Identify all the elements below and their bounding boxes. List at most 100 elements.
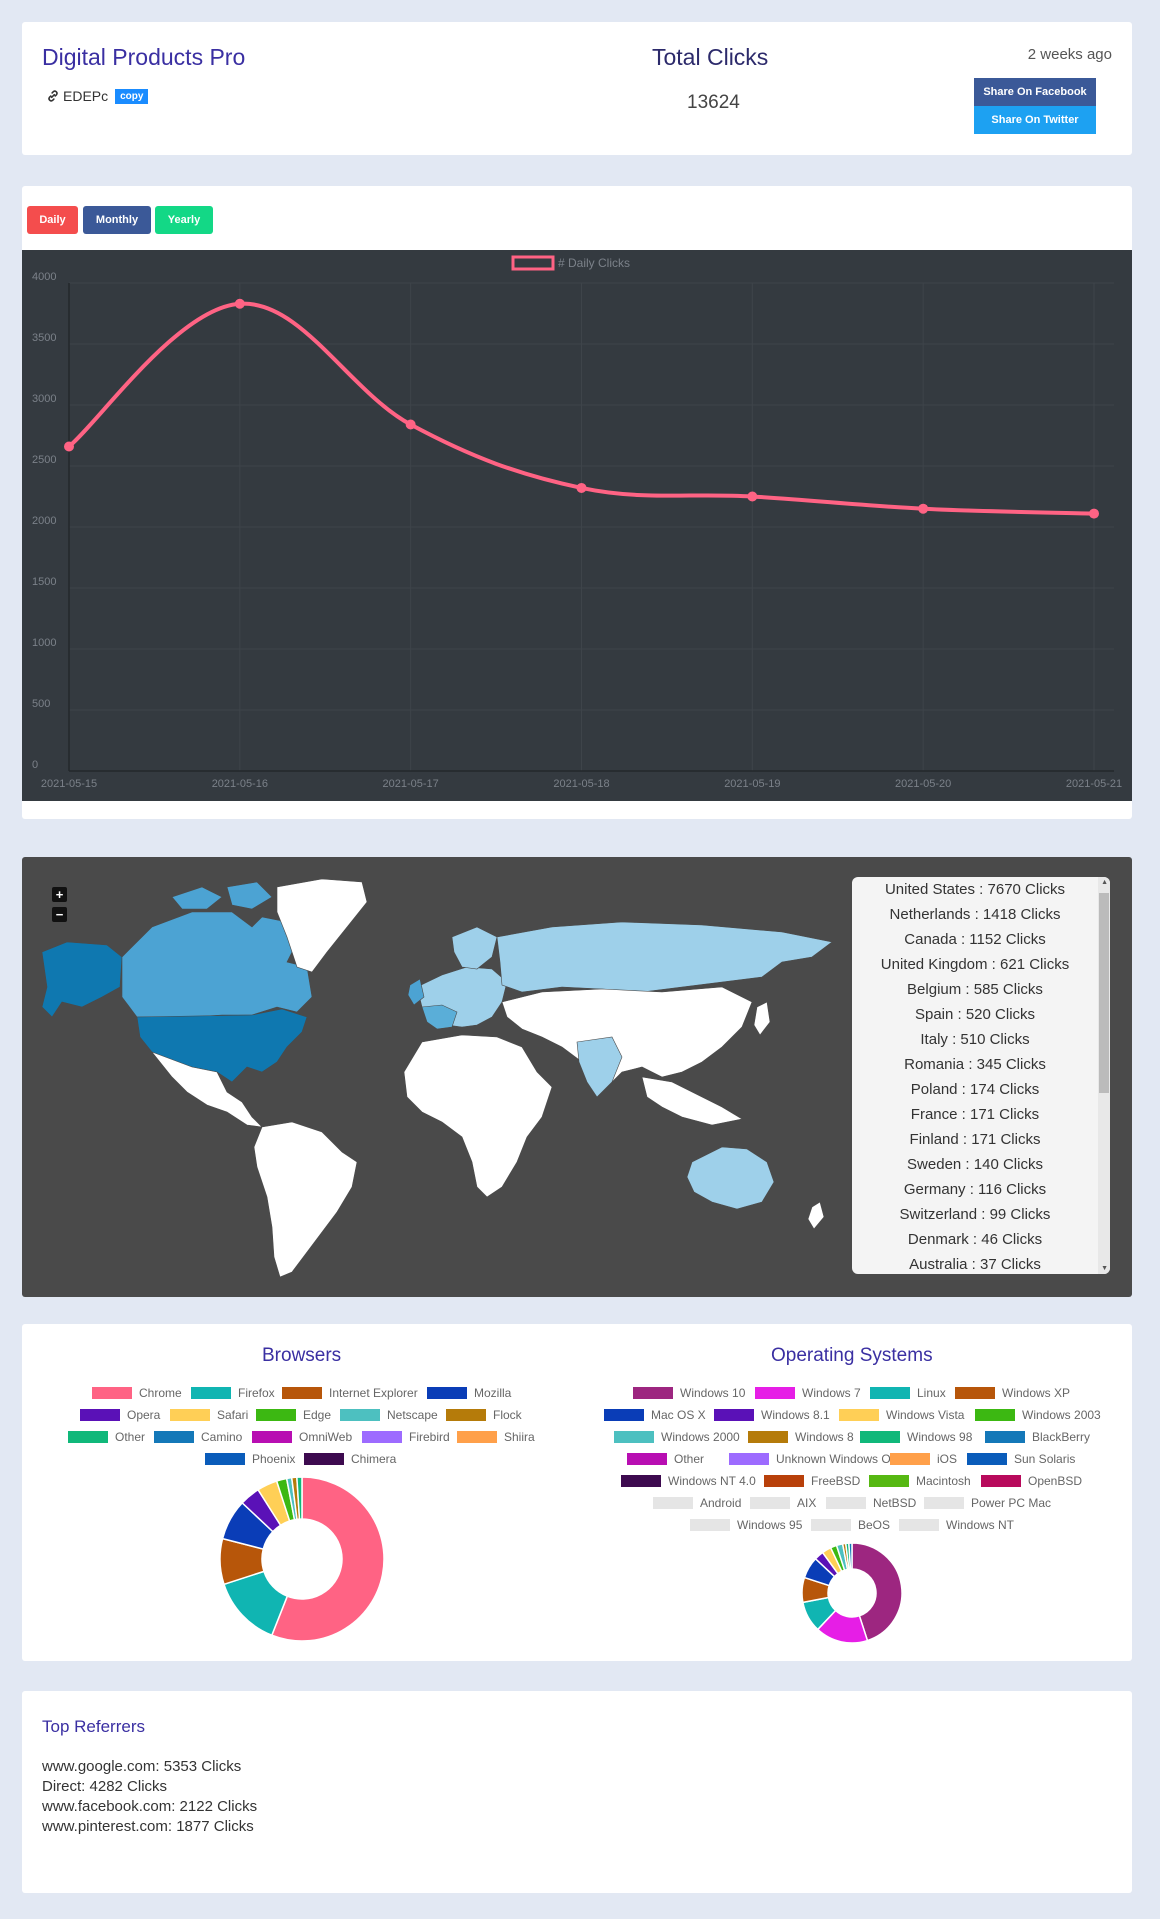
zoom-in-button[interactable]: + [52,887,67,902]
legend-item[interactable]: Unknown Windows OS [729,1452,899,1466]
legend-swatch [860,1431,900,1443]
legend-item[interactable]: Windows NT 4.0 [621,1474,756,1488]
legend-label: Firefox [238,1386,275,1400]
legend-item[interactable]: Other [68,1430,145,1444]
legend-swatch [68,1431,108,1443]
country-item: United Kingdom : 621 Clicks [880,956,1070,973]
legend-item[interactable]: Phoenix [205,1452,295,1466]
legend-label: Windows 8 [795,1430,854,1444]
legend-item[interactable]: Sun Solaris [967,1452,1075,1466]
chart-background [22,250,1132,801]
legend-label: Internet Explorer [329,1386,418,1400]
country-item: United States : 7670 Clicks [884,881,1066,898]
world-map-card: + − United States : 7670 Clicks Netherlan… [22,857,1132,1297]
legend-item[interactable]: Opera [80,1408,160,1422]
legend-item[interactable]: Windows 2000 [614,1430,740,1444]
legend-item[interactable]: Windows XP [955,1386,1070,1400]
legend-swatch [170,1409,210,1421]
legend-item[interactable]: Power PC Mac [924,1496,1051,1510]
country-clicks-panel[interactable]: United States : 7670 Clicks Netherlands :… [852,877,1110,1274]
browsers-title: Browsers [262,1345,342,1366]
short-link[interactable]: EDEPc copy [46,88,149,104]
legend-item[interactable]: OpenBSD [981,1474,1082,1488]
map-india [576,1036,623,1098]
world-map[interactable] [22,857,852,1297]
scroll-down-icon[interactable]: ▼ [1101,1265,1108,1272]
short-code: EDEPc [63,88,109,104]
legend-item[interactable]: Windows 95 [690,1518,802,1532]
legend-item[interactable]: NetBSD [826,1496,916,1510]
country-item: Netherlands : 1418 Clicks [889,906,1061,923]
legend-item[interactable]: BlackBerry [985,1430,1090,1444]
legend-swatch [92,1387,132,1399]
country-list: United States : 7670 Clicks Netherlands :… [852,877,1098,1274]
legend-item[interactable]: Windows 98 [860,1430,972,1444]
legend-item[interactable]: Edge [256,1408,331,1422]
legend-swatch [511,255,555,271]
legend-item[interactable]: Camino [154,1430,242,1444]
legend-item[interactable]: Windows 8 [748,1430,854,1444]
clicks-chart-card: Daily Monthly Yearly 0 500 1000 1500 2000 250… [22,186,1132,819]
legend-label: Opera [127,1408,161,1422]
x-tick-label: 2021-05-20 [895,778,951,790]
zoom-out-button[interactable]: − [52,907,67,922]
legend-item[interactable]: Windows 2003 [975,1408,1101,1422]
legend-label: Shiira [504,1430,535,1444]
legend-swatch [870,1387,910,1399]
legend-swatch [755,1387,795,1399]
scroll-up-icon[interactable]: ▲ [1101,879,1108,886]
legend-item[interactable]: Windows 10 [633,1386,745,1400]
legend-label: Windows 98 [907,1430,973,1444]
legend-item[interactable]: Windows 7 [755,1386,861,1400]
legend-item[interactable]: Linux [870,1386,946,1400]
scroll-thumb[interactable] [1099,893,1109,1093]
legend-swatch [252,1431,292,1443]
legend-item[interactable]: Windows 8.1 [714,1408,830,1422]
legend-swatch [282,1387,322,1399]
legend-item[interactable]: Firefox [191,1386,275,1400]
legend-swatch [899,1519,939,1531]
total-clicks-title: Total Clicks [652,44,769,70]
scrollbar[interactable]: ▲ ▼ [1098,877,1110,1274]
y-tick-label: 1500 [32,576,56,588]
legend-label: Other [674,1452,705,1466]
legend-item[interactable]: iOS [890,1452,957,1466]
legend-item[interactable]: Macintosh [869,1474,971,1488]
browsers-os-card: Browsers Chrome Firefox Internet Explorer M… [22,1324,1132,1661]
legend-item[interactable]: Flock [446,1408,522,1422]
map-russia [496,921,833,993]
legend-item[interactable]: Other [627,1452,704,1466]
legend-item[interactable]: Windows Vista [839,1408,964,1422]
y-tick-label: 0 [32,759,38,771]
legend-item[interactable]: Firebird [362,1430,450,1444]
legend-item[interactable]: Chrome [92,1386,182,1400]
legend-item[interactable]: Shiira [457,1430,535,1444]
yearly-button[interactable]: Yearly [155,206,213,234]
legend-label: Netscape [387,1408,438,1422]
legend-item[interactable]: Mac OS X [604,1408,706,1422]
monthly-button[interactable]: Monthly [83,206,151,234]
map-uk [407,978,425,1006]
copy-button[interactable]: copy [115,88,149,104]
country-item: Belgium : 585 Clicks [907,981,1043,998]
legend-swatch [748,1431,788,1443]
legend-item[interactable]: Mozilla [427,1386,511,1400]
legend-item[interactable]: AIX [750,1496,816,1510]
share-facebook-button[interactable]: Share On Facebook [974,78,1096,106]
pie-slice [851,1543,902,1642]
legend-item[interactable]: Netscape [340,1408,438,1422]
share-twitter-button[interactable]: Share On Twitter [974,106,1096,134]
legend-label: Firebird [409,1430,450,1444]
legend-item[interactable]: Chimera [304,1452,396,1466]
legend-item[interactable]: Internet Explorer [282,1386,418,1400]
legend-label: Macintosh [916,1474,971,1488]
legend-item[interactable]: FreeBSD [764,1474,860,1488]
legend-item[interactable]: BeOS [811,1518,890,1532]
legend-item[interactable]: Safari [170,1408,248,1422]
legend-item[interactable]: Android [653,1496,741,1510]
legend-label: Chrome [139,1386,182,1400]
legend-label: Chimera [351,1452,397,1466]
daily-button[interactable]: Daily [27,206,78,234]
legend-item[interactable]: Windows NT [899,1518,1014,1532]
legend-item[interactable]: OmniWeb [252,1430,352,1444]
